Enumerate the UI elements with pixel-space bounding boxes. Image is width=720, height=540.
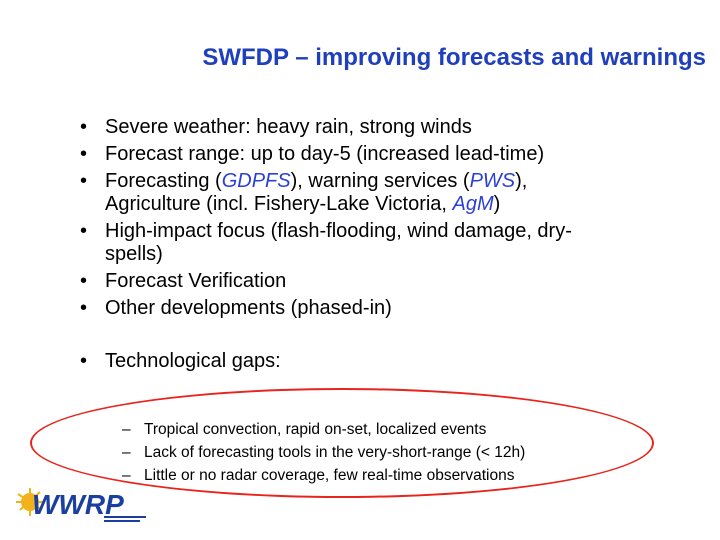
bullet-text: Severe weather: heavy rain, strong winds	[105, 116, 472, 138]
bullet-item: • Other developments (phased-in)	[80, 297, 700, 320]
bullet-dot: •	[80, 220, 88, 242]
bullet-item: • High-impact focus (flash-flooding, win…	[80, 220, 700, 266]
bullet-text-part: Agriculture (incl. Fishery-Lake Victoria…	[105, 193, 453, 215]
bullet-item-gaps: • Technological gaps:	[80, 350, 700, 373]
bullet-item: • Forecast Verification	[80, 270, 700, 293]
bullet-dot: •	[80, 143, 88, 165]
slide-title: SWFDP – improving forecasts and warnings	[202, 44, 706, 71]
logo-text: WWRP	[32, 489, 124, 520]
acronym-pws: PWS	[469, 170, 516, 192]
bullet-item: • Severe weather: heavy rain, strong win…	[80, 116, 700, 139]
wwrp-logo: WWRP	[16, 488, 146, 522]
bullet-text-part: ), warning services (	[290, 170, 470, 192]
bullet-item: • Forecast range: up to day-5 (increased…	[80, 143, 700, 166]
bullet-text: Forecast range: up to day-5 (increased l…	[105, 143, 545, 165]
acronym-gdpfs: GDPFS	[221, 170, 291, 192]
bullet-dot: •	[80, 350, 88, 372]
gaps-heading: Technological gaps:	[105, 350, 281, 372]
acronym-agm: AgM	[452, 193, 494, 215]
bullet-list: • Severe weather: heavy rain, strong win…	[80, 116, 700, 373]
highlight-ellipse	[30, 388, 654, 498]
bullet-text-part: )	[493, 193, 501, 215]
bullet-text: Forecast Verification	[105, 270, 287, 292]
bullet-text: Other developments (phased-in)	[105, 297, 392, 319]
logo-sun-icon	[16, 488, 44, 516]
bullet-text-line: High-impact focus (flash-flooding, wind …	[105, 220, 572, 242]
bullet-dot: •	[80, 116, 88, 138]
bullet-text-part: ),	[515, 170, 528, 192]
bullet-dot: •	[80, 270, 88, 292]
bullet-dot: •	[80, 297, 88, 319]
bullet-dot: •	[80, 170, 88, 192]
bullet-text-part: Forecasting (	[105, 170, 222, 192]
bullet-text-line: spells)	[105, 243, 163, 265]
bullet-item: • Forecasting (GDPFS), warning services …	[80, 170, 700, 216]
